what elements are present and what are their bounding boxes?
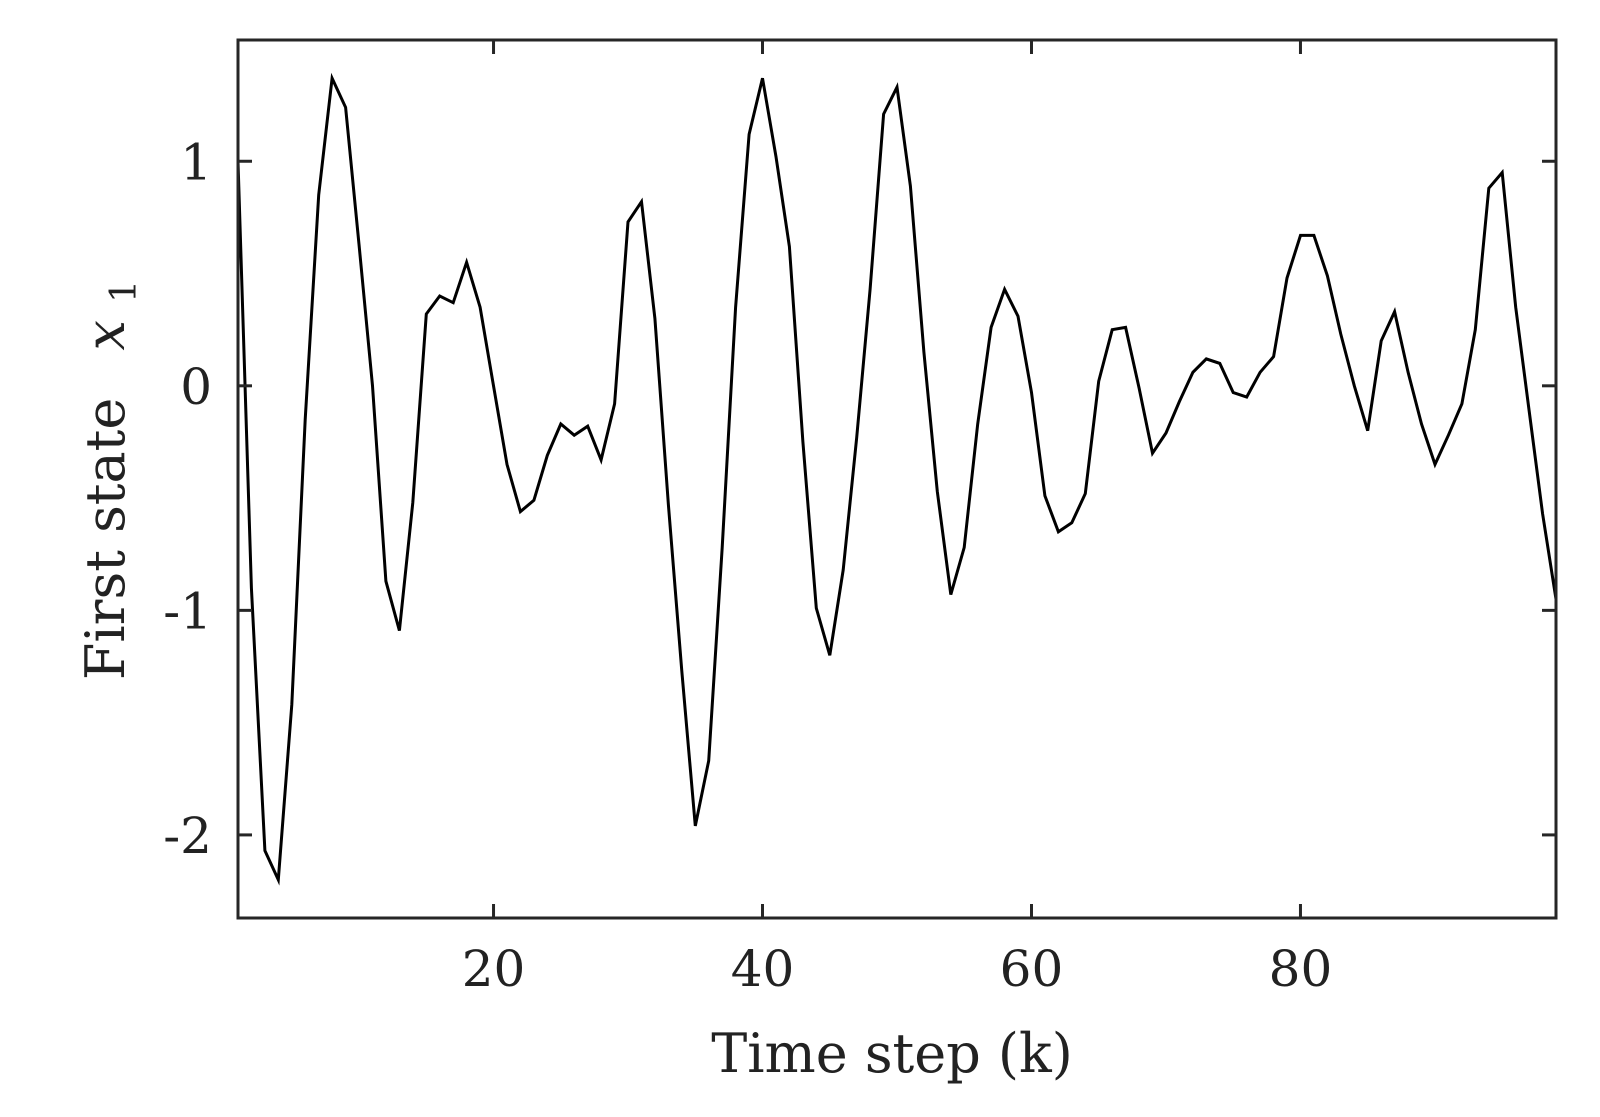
y-axis-label-symbol: x: [74, 320, 137, 350]
y-tick-label: 0: [180, 358, 212, 416]
series-line-group: [236, 72, 1558, 886]
series-line-0: [236, 72, 1558, 886]
x-tick-label: 40: [731, 940, 795, 998]
y-axis-label: First state x 1: [74, 280, 145, 680]
plot-frame: [236, 38, 1558, 920]
y-axis-label-text: First state: [74, 398, 137, 680]
y-tick-labels: -2 -1 0 1: [163, 133, 212, 865]
y-tick-label: -1: [163, 582, 212, 640]
axis-ticks: [238, 40, 1556, 918]
y-tick-label: -2: [163, 807, 212, 865]
x-tick-label: 80: [1269, 940, 1333, 998]
x-tick-labels: 20 40 60 80: [462, 940, 1333, 998]
y-tick-label: 1: [180, 133, 212, 191]
x-tick-label: 20: [462, 940, 526, 998]
y-axis-label-subscript: 1: [104, 280, 145, 303]
x-tick-label: 60: [1000, 940, 1064, 998]
x-axis-label: Time step (k): [711, 1022, 1073, 1085]
